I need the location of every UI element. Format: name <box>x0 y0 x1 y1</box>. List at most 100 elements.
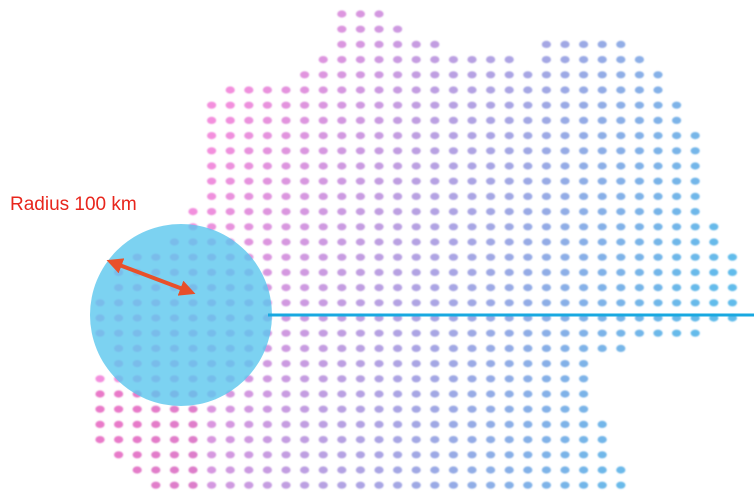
map-dot <box>541 329 552 337</box>
map-dot <box>337 329 347 337</box>
map-dot <box>132 451 142 459</box>
map-dot <box>672 147 682 155</box>
map-dot <box>281 299 291 307</box>
map-dot <box>393 223 403 231</box>
map-dot <box>374 208 384 216</box>
map-dot <box>448 451 458 459</box>
map-dot <box>672 329 682 337</box>
map-dot <box>448 466 458 474</box>
map-dot <box>616 253 626 261</box>
map-dot <box>653 71 663 79</box>
map-dot <box>523 177 533 185</box>
map-dot <box>597 86 607 94</box>
map-dot <box>597 40 607 49</box>
map-dot <box>355 10 365 18</box>
map-dot <box>467 71 477 79</box>
map-dot <box>355 405 365 413</box>
map-dot <box>262 208 272 216</box>
map-dot <box>355 40 365 49</box>
map-dot <box>430 481 440 489</box>
map-dot <box>727 253 738 261</box>
map-dot <box>672 268 682 276</box>
map-dot <box>634 56 645 64</box>
map-dot <box>393 375 403 383</box>
map-dot <box>355 420 365 428</box>
radius-circle[interactable] <box>90 224 272 406</box>
map-dot <box>448 177 458 185</box>
map-dot <box>672 116 682 124</box>
map-dot <box>672 162 682 170</box>
map-dot <box>597 436 607 444</box>
map-dot <box>225 116 235 124</box>
map-dot <box>95 436 105 444</box>
map-dot <box>430 132 440 140</box>
map-dot <box>318 375 328 383</box>
map-dot <box>300 405 310 413</box>
map-dot <box>560 360 570 368</box>
map-dot <box>169 451 179 459</box>
map-dot <box>355 238 365 246</box>
map-dot <box>411 192 421 200</box>
map-dot <box>560 116 570 124</box>
map-dot <box>430 238 440 246</box>
map-dot <box>541 344 552 352</box>
map-dot <box>244 390 254 398</box>
map-dot <box>300 436 310 444</box>
map-dot <box>300 208 310 216</box>
map-dot <box>541 101 552 109</box>
map-dot <box>560 299 570 307</box>
map-dot <box>393 162 403 170</box>
map-dot <box>579 40 589 49</box>
map-dot <box>281 238 291 246</box>
map-dot <box>337 132 347 140</box>
map-dot <box>430 466 440 474</box>
map-dot <box>393 329 403 337</box>
map-dot <box>653 299 663 307</box>
map-dot <box>300 147 310 155</box>
map-dot <box>430 329 440 337</box>
map-dot <box>690 268 700 276</box>
map-dot <box>411 71 421 79</box>
map-dot <box>430 344 440 352</box>
map-dot <box>616 268 626 276</box>
map-dot <box>541 56 552 64</box>
map-dot <box>541 284 552 292</box>
map-dot <box>262 116 272 124</box>
map-dot <box>244 132 254 140</box>
map-dot <box>523 223 533 231</box>
map-dot <box>337 25 347 33</box>
map-dot <box>355 360 365 368</box>
map-dot <box>374 360 384 368</box>
map-dot <box>188 208 198 216</box>
map-dot <box>579 71 589 79</box>
map-dot <box>541 481 552 489</box>
map-dot <box>207 116 217 124</box>
map-dot <box>448 329 458 337</box>
map-dot <box>523 420 533 428</box>
map-dot <box>597 299 607 307</box>
map-dot <box>448 375 458 383</box>
map-dot <box>634 329 645 337</box>
map-dot <box>467 101 477 109</box>
map-dot <box>504 223 514 231</box>
map-dot <box>374 436 384 444</box>
map-dot <box>504 162 514 170</box>
map-dot <box>560 162 570 170</box>
map-dot <box>504 466 514 474</box>
map-dot <box>486 360 496 368</box>
map-dot <box>504 101 514 109</box>
map-dot <box>262 360 272 368</box>
map-dot <box>467 360 477 368</box>
map-dot <box>430 405 440 413</box>
map-dot <box>560 56 570 64</box>
map-dot <box>355 436 365 444</box>
map-dot <box>541 268 552 276</box>
map-dot <box>541 71 552 79</box>
map-dot <box>653 238 663 246</box>
map-dot <box>207 147 217 155</box>
map-dot <box>504 86 514 94</box>
map-dot <box>448 238 458 246</box>
map-dot <box>486 481 496 489</box>
map-dot <box>337 101 347 109</box>
map-dot <box>467 481 477 489</box>
